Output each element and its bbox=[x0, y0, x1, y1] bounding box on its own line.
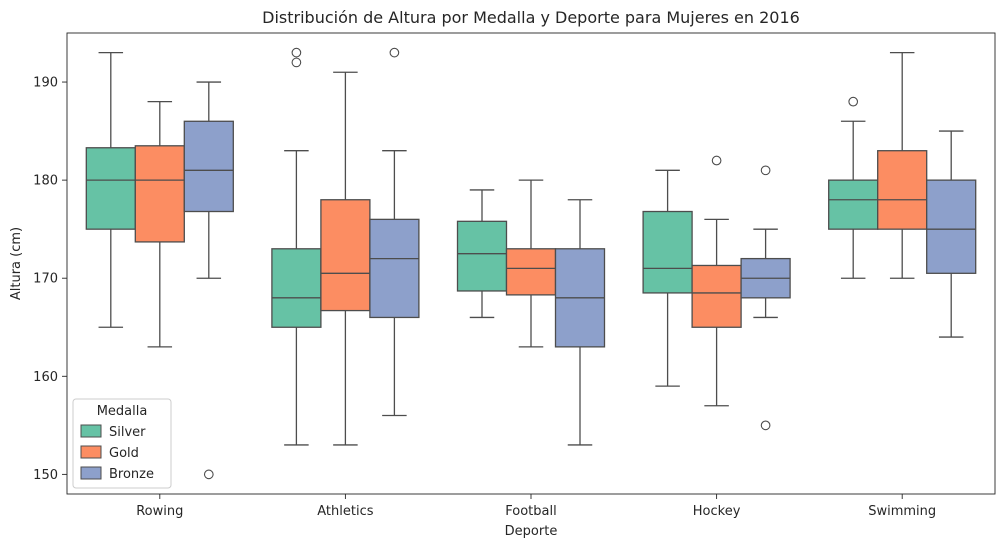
y-tick-label: 160 bbox=[33, 370, 58, 385]
box-iqr bbox=[505, 248, 557, 296]
box-iqr bbox=[320, 199, 371, 312]
y-tick-label: 180 bbox=[33, 174, 58, 189]
box-silver-football bbox=[456, 189, 508, 319]
plot-area bbox=[66, 32, 996, 495]
x-axis: Rowing Athletics Football Hockey Swimming bbox=[136, 494, 936, 519]
box-iqr bbox=[183, 120, 234, 213]
box-silver-swimming bbox=[828, 96, 879, 279]
outlier-point bbox=[291, 47, 302, 58]
box-iqr bbox=[134, 145, 185, 243]
outlier-point bbox=[389, 47, 400, 58]
box-iqr bbox=[271, 248, 322, 328]
outlier-point bbox=[203, 469, 214, 480]
legend-swatch-silver bbox=[80, 424, 102, 438]
outlier-point bbox=[760, 420, 771, 431]
box-gold-swimming bbox=[877, 51, 928, 279]
y-axis: 150 160 170 180 190 bbox=[33, 76, 67, 483]
legend: Medalla Silver Gold Bronze bbox=[72, 398, 172, 489]
y-tick-label: 150 bbox=[33, 468, 58, 483]
legend-label-bronze: Bronze bbox=[109, 467, 154, 482]
box-bronze-football bbox=[554, 199, 606, 446]
box-gold-athletics bbox=[320, 71, 371, 446]
box-silver-rowing bbox=[85, 51, 136, 328]
legend-swatch-bronze bbox=[80, 466, 102, 480]
x-tick-label-hockey: Hockey bbox=[693, 504, 741, 519]
legend-swatch-gold bbox=[80, 445, 102, 459]
outlier-point bbox=[848, 96, 859, 107]
x-tick-label-rowing: Rowing bbox=[136, 504, 183, 519]
box-bronze-swimming bbox=[926, 130, 977, 338]
box-iqr bbox=[691, 264, 742, 328]
box-gold-football bbox=[505, 179, 557, 348]
y-tick-label: 190 bbox=[33, 76, 58, 91]
y-tick-label: 170 bbox=[33, 272, 58, 287]
box-iqr bbox=[85, 147, 136, 230]
legend-label-gold: Gold bbox=[109, 446, 139, 461]
box-silver-hockey bbox=[642, 169, 693, 387]
outlier-point bbox=[711, 155, 722, 166]
box-iqr bbox=[456, 220, 508, 292]
chart-title: Distribución de Altura por Medalla y Dep… bbox=[262, 8, 800, 27]
legend-title: Medalla bbox=[97, 404, 148, 419]
y-axis-title: Altura (cm) bbox=[9, 227, 24, 300]
box-bronze-athletics bbox=[369, 47, 420, 417]
x-axis-title: Deporte bbox=[505, 524, 558, 539]
box-iqr bbox=[877, 150, 928, 230]
legend-box bbox=[72, 398, 172, 489]
legend-label-silver: Silver bbox=[109, 425, 146, 440]
box-bronze-hockey bbox=[740, 165, 791, 431]
x-tick-label-swimming: Swimming bbox=[868, 504, 936, 519]
box-silver-athletics bbox=[271, 47, 322, 446]
x-tick-label-football: Football bbox=[505, 504, 556, 519]
outlier-point bbox=[760, 165, 771, 176]
box-iqr bbox=[828, 179, 879, 230]
outlier-point bbox=[291, 57, 302, 68]
box-bronze-rowing bbox=[183, 81, 234, 480]
box-iqr bbox=[926, 179, 977, 274]
box-gold-hockey bbox=[691, 155, 742, 407]
x-tick-label-athletics: Athletics bbox=[317, 504, 373, 519]
box-iqr bbox=[369, 218, 420, 319]
box-gold-rowing bbox=[134, 101, 185, 348]
box-iqr bbox=[642, 210, 693, 294]
